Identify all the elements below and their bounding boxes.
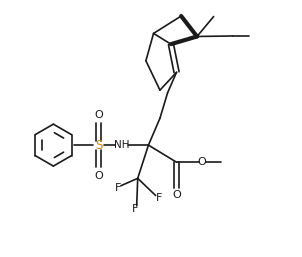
Text: F: F	[114, 183, 121, 193]
Text: O: O	[198, 157, 207, 167]
Text: O: O	[94, 171, 103, 180]
Text: NH: NH	[114, 140, 129, 150]
Text: F: F	[156, 192, 162, 203]
Text: O: O	[172, 190, 181, 200]
Text: O: O	[94, 110, 103, 120]
Text: F: F	[132, 204, 138, 214]
Text: S: S	[95, 139, 102, 152]
